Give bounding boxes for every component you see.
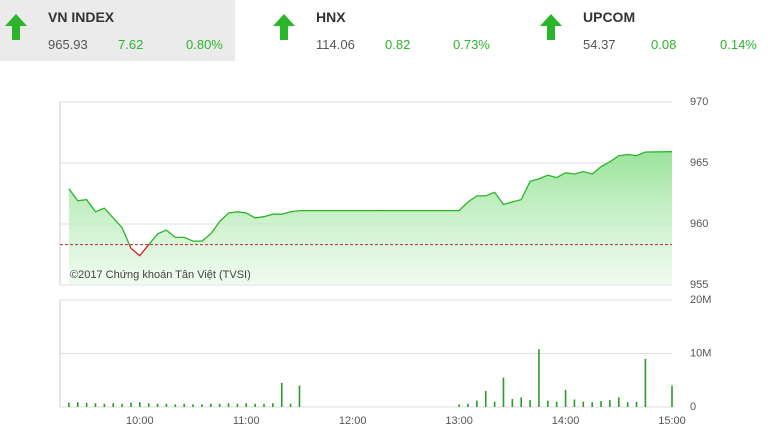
volume-bar bbox=[298, 385, 301, 407]
y-tick-label: 955 bbox=[690, 279, 708, 291]
volume-bar bbox=[201, 404, 203, 407]
price-line bbox=[68, 151, 673, 257]
volume-bar bbox=[529, 400, 531, 407]
volume-bar bbox=[555, 401, 558, 407]
volume-bar bbox=[538, 349, 540, 407]
up-arrow bbox=[273, 14, 295, 40]
volume-bar bbox=[476, 400, 478, 407]
volume-bar bbox=[511, 398, 514, 407]
x-tick-label: 10:00 bbox=[126, 415, 154, 427]
volume-bar bbox=[617, 397, 620, 407]
price-area bbox=[68, 151, 672, 285]
x-tick-label: 15:00 bbox=[658, 415, 686, 427]
volume-bar bbox=[245, 403, 248, 407]
volume-bar bbox=[458, 404, 460, 407]
y-tick-label: 10M bbox=[690, 347, 711, 359]
index-value: 114.06 bbox=[316, 37, 355, 52]
volume-bar bbox=[626, 402, 629, 407]
volume-bar bbox=[609, 400, 611, 407]
watermark: ©2017 Chứng khoán Tân Việt (TVSI) bbox=[70, 269, 251, 281]
volume-bar bbox=[600, 401, 602, 407]
index-cell: VN INDEX 965.93 7.62 0.80% bbox=[0, 0, 235, 61]
index-name: VN INDEX bbox=[48, 9, 115, 25]
volume-bar bbox=[165, 403, 168, 407]
volume-bar bbox=[94, 403, 97, 407]
index-value: 54.37 bbox=[583, 37, 616, 52]
index-change: 0.82 bbox=[385, 37, 411, 52]
volume-bar bbox=[147, 403, 150, 407]
index-percent: 0.14% bbox=[720, 37, 757, 52]
volume-bar bbox=[209, 403, 212, 407]
volume-bar bbox=[520, 397, 523, 407]
volume-bar bbox=[183, 403, 185, 407]
volume-bar bbox=[573, 399, 576, 407]
volume-bar bbox=[76, 402, 79, 407]
volume-bar bbox=[103, 403, 106, 407]
volume-bar bbox=[484, 390, 487, 407]
index-name: HNX bbox=[316, 9, 346, 25]
volume-bar bbox=[591, 402, 593, 407]
y-tick-label: 0 bbox=[690, 401, 696, 413]
index-name: UPCOM bbox=[583, 9, 636, 25]
volume-bar bbox=[467, 403, 469, 407]
volume-bar bbox=[289, 403, 292, 407]
y-tick-label: 965 bbox=[690, 157, 708, 169]
volume-bar bbox=[121, 403, 123, 407]
volume-bar bbox=[635, 401, 638, 407]
volume-bar bbox=[280, 382, 283, 407]
volume-bar bbox=[236, 403, 239, 407]
volume-bar bbox=[156, 403, 159, 407]
index-percent: 0.80% bbox=[186, 37, 223, 52]
index-value: 965.93 bbox=[48, 37, 88, 52]
volume-bar bbox=[174, 404, 177, 407]
volume-bar bbox=[68, 402, 70, 407]
index-change: 0.08 bbox=[651, 37, 677, 52]
y-tick-label: 20M bbox=[690, 294, 711, 306]
index-cell: HNX 114.06 0.82 0.73% bbox=[235, 0, 500, 61]
up-arrow bbox=[540, 14, 562, 40]
volume-bar bbox=[112, 403, 115, 407]
volume-bar bbox=[502, 377, 505, 407]
x-tick-label: 11:00 bbox=[233, 415, 260, 427]
volume-bar bbox=[272, 403, 274, 407]
volume-bar bbox=[130, 402, 132, 407]
volume-bar bbox=[227, 403, 230, 407]
index-cell: UPCOM 54.37 0.08 0.14% bbox=[500, 0, 768, 61]
x-tick-label: 13:00 bbox=[445, 415, 473, 427]
y-tick-label: 960 bbox=[690, 218, 708, 230]
volume-bar bbox=[192, 404, 194, 407]
volume-bar bbox=[254, 403, 256, 407]
index-change: 7.62 bbox=[118, 37, 144, 52]
volume-bar bbox=[85, 402, 88, 407]
volume-bar bbox=[644, 358, 647, 407]
x-tick-label: 12:00 bbox=[339, 415, 367, 427]
volume-bar bbox=[547, 400, 549, 407]
volume-bar bbox=[218, 403, 221, 407]
volume-bar bbox=[564, 389, 567, 407]
index-percent: 0.73% bbox=[453, 37, 490, 52]
x-tick-label: 14:00 bbox=[552, 415, 580, 427]
volume-bar bbox=[493, 401, 496, 407]
y-tick-label: 970 bbox=[690, 96, 708, 108]
volume-bar bbox=[139, 402, 141, 407]
up-arrow bbox=[5, 14, 27, 40]
volume-bar bbox=[582, 401, 585, 407]
volume-bar bbox=[671, 385, 673, 407]
volume-bar bbox=[263, 403, 265, 407]
